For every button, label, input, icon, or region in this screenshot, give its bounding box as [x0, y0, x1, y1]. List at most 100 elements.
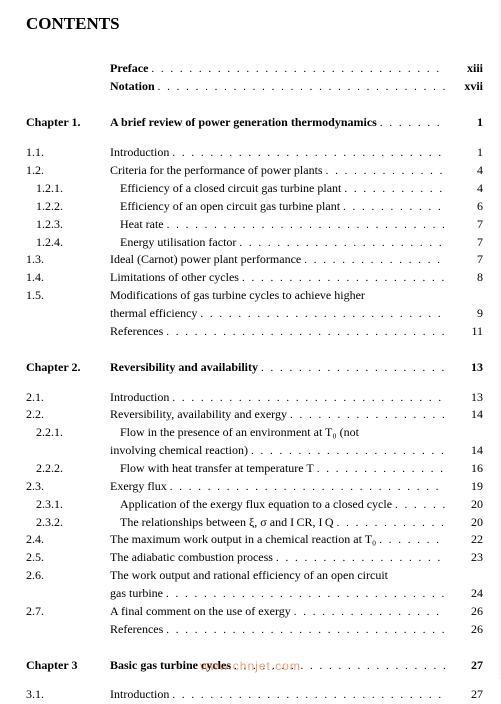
toc-leader	[234, 659, 445, 675]
toc-leader	[166, 587, 445, 603]
toc-row: gas turbine24	[26, 585, 483, 603]
toc-leader	[167, 218, 445, 234]
toc-body: Preface xiii Notation xvii Chapter 1.A brief…	[26, 60, 483, 704]
toc-row: 2.3.1.Application of the exergy flux equ…	[26, 496, 483, 514]
toc-row: References26	[26, 621, 483, 639]
toc-page: 1	[445, 144, 483, 161]
toc-heading-row: Chapter 3Basic gas turbine cycles27	[26, 657, 483, 675]
toc-leader	[158, 80, 445, 96]
toc-page: 20	[445, 514, 483, 531]
toc-number: 1.4.	[26, 269, 110, 286]
toc-label: The adiabatic combustion process	[110, 549, 276, 566]
toc-page: 13	[445, 359, 483, 376]
toc-label: A final comment on the use of exergy	[110, 603, 294, 620]
toc-page: 11	[445, 323, 483, 340]
toc-leader	[276, 551, 445, 567]
toc-label: Limitations of other cycles	[110, 269, 242, 286]
toc-label: Energy utilisation factor	[120, 234, 239, 251]
toc-number: Chapter 1.	[26, 114, 110, 131]
toc-row: 1.1.Introduction 1	[26, 144, 483, 162]
toc-page: 9	[445, 305, 483, 322]
toc-number: Chapter 2.	[26, 359, 110, 376]
toc-page: 20	[445, 496, 483, 513]
toc-row: 2.2.2.Flow with heat transfer at tempera…	[26, 460, 483, 478]
toc-number: 2.2.2.	[26, 460, 120, 477]
toc-number: 2.4.	[26, 531, 110, 548]
toc-row: 2.5.The adiabatic combustion process23	[26, 549, 483, 567]
toc-row: 1.2.2.Efficiency of an open circuit gas …	[26, 198, 483, 216]
toc-label: Notation	[110, 78, 158, 95]
toc-leader	[304, 253, 445, 269]
toc-number: 1.2.	[26, 162, 110, 179]
toc-label: involving chemical reaction)	[110, 442, 251, 459]
toc-row: 1.2.Criteria for the performance of powe…	[26, 162, 483, 180]
toc-page: 27	[445, 657, 483, 674]
toc-label: Basic gas turbine cycles	[110, 657, 234, 674]
toc-row: 2.3.Exergy flux19	[26, 478, 483, 496]
toc-label: Introduction	[110, 389, 172, 406]
toc-label: Preface	[110, 60, 151, 77]
toc-leader	[343, 200, 445, 216]
toc-label: Introduction	[110, 144, 172, 161]
toc-page: 16	[445, 460, 483, 477]
toc-label: Flow in the presence of an environment a…	[120, 424, 362, 441]
toc-page: 26	[445, 621, 483, 638]
toc-page: 14	[445, 406, 483, 423]
toc-page: 13	[445, 389, 483, 406]
toc-number: 1.3.	[26, 251, 110, 268]
toc-number: 2.2.1.	[26, 424, 120, 441]
contents-title: CONTENTS	[26, 14, 483, 34]
toc-number: 1.2.1.	[26, 180, 120, 197]
toc-row: 2.2.1.Flow in the presence of an environ…	[26, 424, 483, 441]
toc-number: 2.3.	[26, 478, 110, 495]
toc-heading-row: Notation xvii	[26, 78, 483, 96]
toc-heading-row: Preface xiii	[26, 60, 483, 78]
toc-label: References	[110, 323, 166, 340]
toc-leader	[261, 361, 445, 377]
toc-row: 2.4.The maximum work output in a chemica…	[26, 531, 483, 549]
toc-page: 19	[445, 478, 483, 495]
toc-page: 7	[445, 216, 483, 233]
toc-row: 1.4.Limitations of other cycles8	[26, 269, 483, 287]
toc-page: 26	[445, 603, 483, 620]
toc-label: Ideal (Carnot) power plant performance	[110, 251, 304, 268]
toc-number: 1.1.	[26, 144, 110, 161]
toc-label: A brief review of power generation therm…	[110, 114, 380, 131]
toc-label: The maximum work output in a chemical re…	[110, 531, 379, 548]
toc-number: 1.2.3.	[26, 216, 120, 233]
toc-row: 1.3.Ideal (Carnot) power plant performan…	[26, 251, 483, 269]
toc-row: 2.7.A final comment on the use of exergy…	[26, 603, 483, 621]
toc-number: 1.2.2.	[26, 198, 120, 215]
toc-label: Efficiency of an open circuit gas turbin…	[120, 198, 343, 215]
toc-label: Efficiency of a closed circuit gas turbi…	[120, 180, 344, 197]
toc-label: gas turbine	[110, 585, 166, 602]
page: CONTENTS Preface xiii Notation xvii Chapter …	[0, 0, 501, 679]
toc-leader	[166, 623, 445, 639]
toc-leader	[251, 444, 445, 460]
toc-leader	[242, 271, 445, 287]
toc-row: 3.1.Introduction27	[26, 686, 483, 704]
toc-label: Heat rate	[120, 216, 167, 233]
toc-page: xiii	[445, 60, 483, 77]
toc-page: 1	[445, 114, 483, 131]
toc-row: 2.6.The work output and rational efficie…	[26, 567, 483, 584]
toc-leader	[151, 62, 445, 78]
toc-leader	[239, 236, 445, 252]
toc-page: xvii	[445, 78, 483, 95]
toc-number: 2.3.1.	[26, 496, 120, 513]
toc-row: 1.2.3.Heat rate 7	[26, 216, 483, 234]
toc-leader	[172, 688, 445, 704]
toc-number: 1.5.	[26, 287, 110, 304]
toc-page: 7	[445, 234, 483, 251]
toc-page: 23	[445, 549, 483, 566]
toc-row: 2.3.2.The relationships between ξ, σ and…	[26, 514, 483, 532]
toc-row: 2.1.Introduction13	[26, 389, 483, 407]
toc-leader	[380, 116, 445, 132]
toc-leader	[379, 533, 445, 549]
toc-leader	[317, 462, 445, 478]
toc-row: References 11	[26, 323, 483, 341]
toc-row: thermal efficiency9	[26, 305, 483, 323]
toc-page: 22	[445, 531, 483, 548]
toc-number: 2.3.2.	[26, 514, 120, 531]
toc-label: Application of the exergy flux equation …	[120, 496, 395, 513]
